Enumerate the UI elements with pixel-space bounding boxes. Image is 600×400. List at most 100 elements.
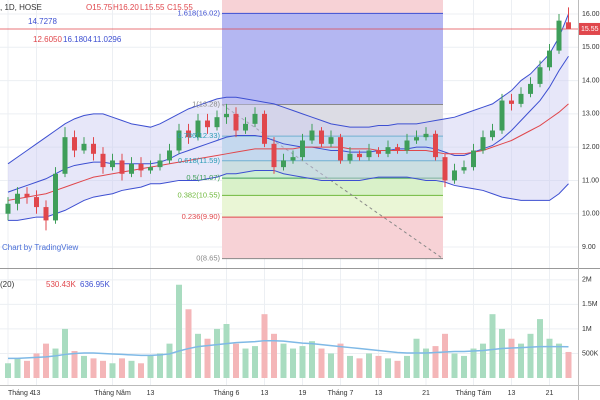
candle-body (72, 137, 77, 151)
volume-bar (299, 346, 306, 378)
volume-ma-value: 636.95K (80, 280, 110, 289)
symbol: , 1D, HOSE (0, 3, 42, 12)
candle-body (233, 113, 239, 131)
volume-legend: (20) (0, 280, 15, 289)
candle-body (309, 130, 315, 141)
volume-bar (90, 358, 97, 378)
x-tick-label: 13 (508, 390, 516, 397)
y-tick-label: 10.00 (582, 211, 600, 218)
volume-bar (432, 346, 439, 378)
volume-bar (508, 338, 515, 378)
y-tick-label: 14.00 (582, 77, 600, 84)
volume-bar (527, 333, 534, 378)
volume-bar (404, 355, 410, 378)
bb-lower: 11.0296 (93, 35, 122, 44)
trend-line (221, 104, 444, 260)
volume-bar (195, 333, 201, 378)
x-tick-label: Tháng 6 (214, 390, 240, 397)
candle-body (214, 117, 220, 128)
ohlc-high: H16.20 (113, 3, 139, 12)
fib-label: 0.5(11.07) (186, 173, 220, 182)
y-tick-label: 16.00 (582, 11, 600, 18)
x-tick-label: Tháng 4 (8, 390, 34, 397)
volume-bar (138, 363, 144, 378)
candle-body (366, 150, 372, 158)
candle-body (43, 207, 49, 221)
price-axis-bg (578, 0, 600, 400)
ohlc-low: L15.55 (140, 3, 165, 12)
candle-body (528, 83, 533, 94)
fib-label: 1(13.28) (192, 100, 220, 109)
candle-body (24, 193, 30, 198)
volume-bar (385, 358, 391, 378)
volume-bar (328, 353, 334, 378)
fib-label: 0.786(12.33) (177, 131, 220, 140)
x-tick-label: 13 (261, 390, 269, 397)
candle-body (300, 140, 305, 158)
candle-body (490, 130, 495, 138)
candle-body (5, 203, 11, 214)
y-tick-label: 15.00 (582, 44, 600, 51)
volume-bar (261, 314, 268, 378)
candle-body (138, 163, 144, 171)
volume-bar (81, 355, 87, 378)
candle-body (509, 100, 514, 104)
bb-basis: 12.6050 (33, 35, 62, 44)
volume-bar (565, 351, 572, 378)
candle-body (262, 113, 267, 144)
fib-label: 1.618(16.02) (177, 8, 220, 17)
volume-bar (185, 309, 192, 378)
volume-value: 530.43K (46, 280, 76, 289)
fib-label: 0.618(11.59) (178, 156, 220, 165)
y-tick-label: 1M (582, 326, 592, 333)
x-tick-label: 13 (33, 390, 41, 397)
volume-bar (546, 338, 553, 378)
candle-body (433, 133, 438, 158)
volume-bar (375, 355, 382, 378)
candle-body (452, 170, 457, 181)
volume-bar (451, 353, 458, 378)
volume-bar (423, 348, 429, 378)
candle-body (338, 137, 343, 161)
volume-bar (43, 343, 49, 378)
bb-lower (8, 169, 569, 221)
volume-bar (128, 360, 135, 378)
date-axis-bg (0, 385, 600, 400)
volume-bar (318, 348, 325, 378)
candle-body (404, 140, 410, 151)
candle-body (148, 167, 153, 171)
candle-body (414, 137, 419, 141)
watermark: Chart by TradingView (2, 243, 79, 252)
candle-body (15, 193, 20, 204)
candle-body (119, 160, 125, 174)
volume-bar (14, 358, 21, 378)
candle-body (224, 113, 229, 118)
candle-body (157, 160, 163, 168)
candle-body (395, 147, 400, 151)
volume-bar (347, 355, 353, 378)
volume-bar (470, 348, 477, 378)
candle-body (461, 167, 467, 171)
fib-label: 0.382(10.55) (177, 190, 220, 199)
volume-bar (223, 324, 230, 378)
volume-bar (242, 348, 249, 378)
volume-bar (489, 314, 496, 378)
y-tick-label: 13.00 (582, 111, 600, 118)
x-tick-label: 21 (546, 390, 554, 397)
volume-bar (290, 348, 296, 378)
x-tick-label: 13 (375, 390, 383, 397)
y-tick-label: 1.5M (582, 301, 598, 308)
volume-bar (556, 343, 562, 378)
bb-upper (7, 13, 569, 165)
candle-body (271, 143, 277, 168)
candle-body (252, 113, 258, 124)
fib-zone (222, 217, 443, 259)
candle-body (518, 93, 524, 104)
candle-body (471, 150, 476, 168)
fib-zone (222, 0, 443, 14)
candle-body (442, 157, 448, 181)
candle-body (537, 67, 543, 84)
candle-body (385, 147, 391, 154)
